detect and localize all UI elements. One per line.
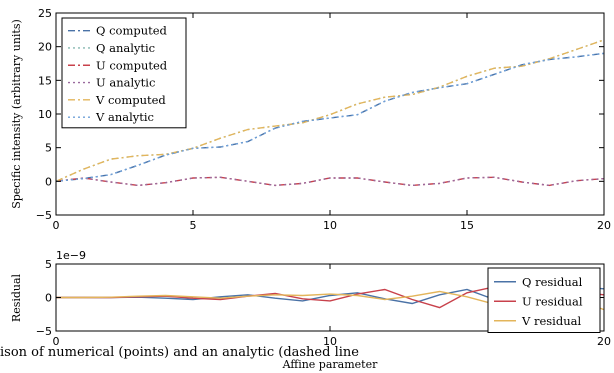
top-y-axis-label: Specific intensity (arbitrary units)	[10, 19, 23, 209]
bottom-legend-label: Q residual	[522, 275, 583, 289]
bottom-y-tick-label: 5	[45, 258, 52, 271]
top-x-tick-label: 5	[190, 219, 197, 232]
bottom-legend-frame	[487, 267, 601, 333]
top-x-tick-label: 0	[53, 219, 60, 232]
top-y-tick-label: 5	[45, 142, 52, 155]
top-x-tick-label: 15	[460, 219, 474, 232]
top-legend-label: Q analytic	[96, 41, 155, 55]
top-series-line-q-computed	[55, 52, 605, 182]
bottom-offset-label: 1e−9	[56, 249, 86, 262]
top-legend: Q computed Q analytic U computed U analytic…	[61, 17, 187, 129]
bottom-y-tick-label: 0	[45, 292, 52, 305]
bottom-ticks: 0 10 20−505	[36, 258, 611, 348]
top-y-tick-label: 10	[38, 108, 52, 121]
bottom-x-tick-label: 10	[323, 335, 337, 348]
top-legend-label: Q computed	[96, 24, 168, 38]
top-legend-frame	[61, 17, 187, 129]
top-legend-label: V computed	[95, 93, 166, 107]
bottom-legend-label: U residual	[522, 294, 583, 308]
top-y-tick-label: −5	[36, 209, 52, 222]
bottom-x-axis-label: Affine parameter	[282, 358, 378, 371]
bottom-y-tick-label: −5	[36, 325, 52, 338]
bottom-legend: Q residual U residual V residual	[487, 267, 601, 333]
top-y-tick-label: 25	[38, 7, 52, 20]
caption-fragment: ison of numerical (points) and an analyt…	[0, 345, 359, 360]
top-series-group	[55, 39, 605, 187]
top-legend-label: V analytic	[95, 110, 154, 124]
top-legend-label: U computed	[96, 58, 168, 72]
top-y-tick-label: 20	[38, 41, 52, 54]
top-x-tick-label: 10	[323, 219, 337, 232]
top-y-tick-label: 15	[38, 74, 52, 87]
bottom-axes: 0 10 20−505 1e−9 Residual Affine parameter…	[10, 249, 611, 371]
top-legend-label: U analytic	[96, 76, 155, 90]
top-series-line-u-analytic	[55, 176, 605, 187]
bottom-legend-label: V residual	[521, 314, 581, 328]
top-series-line-v-computed	[55, 39, 605, 182]
bottom-x-tick-label: 0	[53, 335, 60, 348]
top-y-tick-label: 0	[45, 175, 52, 188]
bottom-y-axis-label: Residual	[10, 273, 23, 322]
bottom-x-tick-label: 20	[597, 335, 611, 348]
top-x-tick-label: 20	[597, 219, 611, 232]
